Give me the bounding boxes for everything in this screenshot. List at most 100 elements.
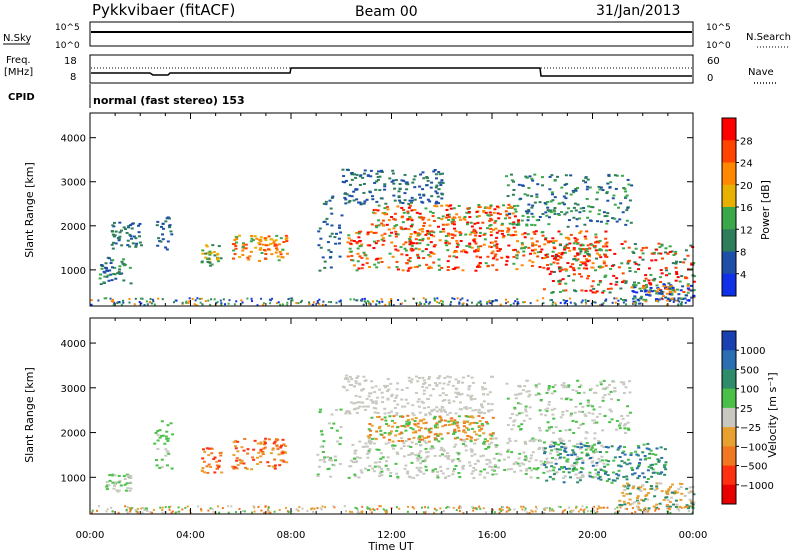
velocity-cell	[633, 501, 637, 504]
velocity-cell	[385, 384, 389, 387]
velocity-cell	[589, 457, 593, 460]
velocity-cell	[654, 463, 658, 466]
power-cell	[671, 286, 675, 289]
power-cell	[588, 186, 592, 189]
power-cell	[522, 254, 526, 257]
power-cell	[122, 258, 126, 261]
power-cell	[330, 212, 334, 215]
power-cell	[335, 301, 338, 304]
velocity-cell	[347, 476, 351, 479]
velocity-cell	[641, 484, 645, 487]
power-cell	[679, 289, 683, 292]
power-cell	[561, 278, 565, 281]
velocity-cell	[617, 511, 620, 514]
velocity-cell	[344, 412, 348, 415]
velocity-cell	[529, 457, 533, 460]
power-cell	[585, 230, 589, 233]
power-cell	[677, 303, 680, 306]
power-cell	[434, 177, 438, 180]
power-cell	[258, 259, 262, 262]
velocity-cell	[370, 386, 374, 389]
velocity-cell	[418, 438, 422, 441]
power-cell	[584, 181, 588, 184]
velocity-cell	[298, 506, 301, 509]
power-cell	[268, 298, 271, 301]
velocity-cell	[554, 426, 558, 429]
power-cell	[366, 174, 370, 177]
power-cell	[582, 261, 586, 264]
power-cell	[169, 230, 173, 233]
power-cell	[109, 262, 113, 265]
velocity-cell	[640, 509, 643, 512]
power-cell	[433, 243, 437, 246]
power-cell	[502, 235, 506, 238]
power-cell	[602, 260, 606, 263]
velocity-cell	[481, 424, 485, 427]
power-cell	[350, 254, 354, 257]
velocity-cell	[650, 475, 654, 478]
velocity-cell	[417, 469, 421, 472]
power-cell	[675, 271, 679, 274]
power-cell	[409, 241, 413, 244]
velocity-cell	[399, 415, 403, 418]
velocity-cell	[609, 390, 613, 393]
velocity-cell	[637, 486, 641, 489]
velocity-cell	[217, 505, 220, 508]
colorbar-tick-label: 28	[740, 136, 753, 147]
velocity-cell	[629, 454, 633, 457]
velocity-cell	[551, 413, 555, 416]
power-cell	[437, 258, 441, 261]
velocity-cell	[589, 387, 593, 390]
velocity-cell	[508, 440, 512, 443]
power-cell	[426, 243, 430, 246]
velocity-cell	[626, 414, 630, 417]
power-cell	[678, 280, 682, 283]
power-cell	[548, 175, 552, 178]
velocity-cell	[323, 456, 327, 459]
velocity-cell	[553, 443, 557, 446]
power-cell	[468, 216, 472, 219]
velocity-cell	[637, 464, 641, 467]
power-cell	[456, 297, 459, 300]
power-cell	[692, 280, 696, 283]
power-cell	[373, 208, 377, 211]
power-cell	[505, 214, 509, 217]
power-cell	[628, 266, 632, 269]
velocity-cell	[184, 506, 187, 509]
velocity-cell	[481, 388, 485, 391]
power-cell	[117, 271, 121, 274]
velocity-cell	[239, 461, 243, 464]
velocity-cell	[470, 449, 474, 452]
power-cell	[168, 217, 172, 220]
power-cell	[395, 266, 399, 269]
colorbar-tick-label: 24	[740, 159, 753, 170]
power-cell	[529, 252, 533, 255]
velocity-cell	[366, 456, 370, 459]
velocity-cell	[267, 464, 271, 467]
velocity-cell	[441, 472, 445, 475]
power-cell	[672, 253, 676, 256]
power-cell	[412, 178, 416, 181]
velocity-cell	[546, 470, 550, 473]
velocity-cell	[240, 446, 244, 449]
velocity-cell	[478, 434, 482, 437]
velocity-cell	[680, 506, 683, 509]
velocity-cell	[269, 511, 272, 514]
power-cell	[605, 245, 609, 248]
velocity-cell	[622, 392, 626, 395]
power-cell	[517, 183, 521, 186]
velocity-cell	[379, 429, 383, 432]
power-cell	[606, 219, 610, 222]
power-cell	[419, 301, 422, 304]
power-cell	[322, 300, 325, 303]
power-cell	[653, 277, 657, 280]
power-cell	[689, 284, 693, 287]
velocity-cell	[662, 498, 666, 501]
power-cell	[106, 274, 110, 277]
velocity-cell	[619, 465, 623, 468]
power-cell	[563, 246, 567, 249]
velocity-cell	[405, 420, 409, 423]
velocity-cell	[372, 442, 376, 445]
velocity-cell	[369, 440, 373, 443]
velocity-cell	[387, 433, 391, 436]
